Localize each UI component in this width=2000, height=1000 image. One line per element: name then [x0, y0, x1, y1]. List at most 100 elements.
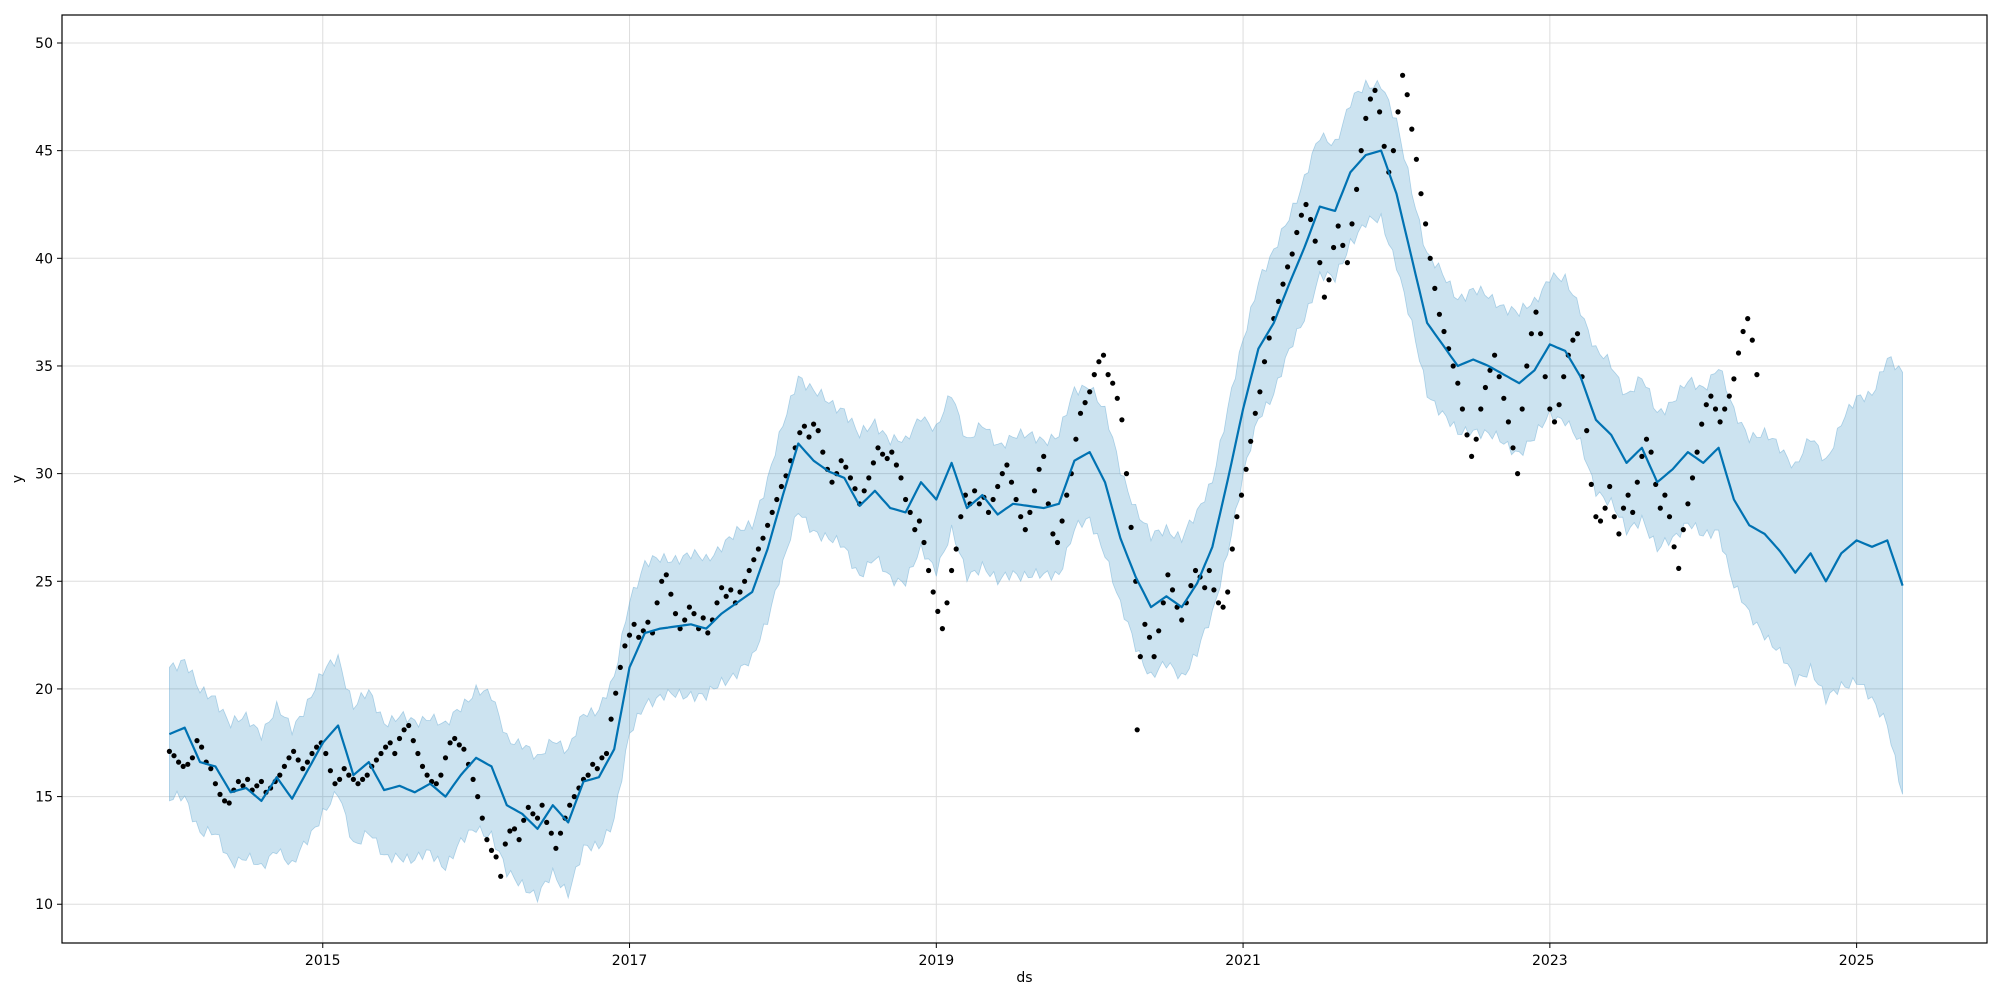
observed-point	[654, 600, 660, 606]
observed-point	[737, 589, 743, 595]
observed-point	[1519, 406, 1525, 412]
observed-point	[1602, 505, 1608, 511]
observed-point	[498, 873, 504, 879]
observed-point	[613, 690, 619, 696]
observed-point	[217, 791, 223, 798]
observed-point	[1510, 445, 1516, 451]
y-tick-label: 20	[35, 682, 53, 698]
observed-point	[1625, 492, 1631, 498]
observed-point	[1478, 406, 1484, 412]
observed-point	[199, 744, 205, 750]
observed-point	[1225, 589, 1231, 595]
observed-point	[396, 735, 403, 742]
observed-point	[1004, 462, 1010, 468]
observed-point	[1018, 514, 1024, 520]
observed-point	[1050, 531, 1056, 537]
observed-point	[769, 509, 775, 515]
observed-point	[245, 776, 251, 783]
observed-point	[452, 735, 458, 742]
observed-point	[1134, 727, 1140, 733]
observed-point	[1045, 501, 1051, 507]
observed-point	[1754, 372, 1760, 378]
observed-point	[222, 798, 228, 804]
observed-point	[926, 567, 932, 574]
observed-point	[1289, 251, 1295, 257]
observed-point	[999, 471, 1005, 477]
observed-point	[258, 778, 264, 785]
observed-point	[194, 738, 200, 744]
observed-point	[1496, 374, 1502, 380]
observed-point	[534, 815, 541, 821]
observed-point	[1616, 531, 1622, 537]
observed-point	[663, 572, 669, 578]
x-axis-ticks: 2015 2017 2019 2021 2023 2025	[305, 943, 1874, 969]
observed-point	[1280, 281, 1286, 287]
y-tick-label: 25	[35, 574, 53, 590]
observed-point	[1091, 372, 1097, 378]
observed-point	[392, 750, 398, 757]
observed-point	[189, 755, 195, 761]
observed-point	[327, 768, 333, 774]
observed-point	[1593, 514, 1599, 520]
observed-point	[1243, 466, 1249, 472]
observed-point	[1340, 242, 1346, 248]
observed-point	[1358, 148, 1364, 154]
observed-point	[916, 518, 923, 524]
observed-point	[1717, 419, 1723, 425]
observed-point	[852, 486, 858, 492]
observed-point	[341, 766, 347, 772]
observed-point	[1188, 583, 1194, 589]
observed-point	[1492, 352, 1498, 358]
plot-area-frame	[61, 14, 1988, 944]
observed-point	[1423, 221, 1429, 227]
observed-point	[212, 781, 218, 787]
observed-point	[1179, 617, 1185, 623]
observed-point	[1574, 331, 1581, 337]
observed-point	[1611, 514, 1617, 520]
observed-point	[1312, 238, 1318, 244]
observed-point	[921, 539, 927, 546]
y-tick-label: 50	[35, 36, 53, 52]
observed-point	[1464, 432, 1470, 438]
observed-point	[1643, 436, 1650, 442]
observed-point	[1229, 546, 1235, 552]
observed-point	[419, 763, 426, 770]
observed-point	[355, 781, 361, 787]
observed-point	[935, 608, 941, 615]
observed-point	[1054, 539, 1061, 546]
observed-point	[1703, 402, 1709, 408]
observed-point	[1708, 393, 1714, 399]
observed-point	[866, 475, 872, 481]
observed-point	[838, 458, 844, 464]
observed-point	[493, 854, 499, 860]
observed-point	[728, 587, 734, 593]
observed-point	[1160, 600, 1166, 606]
observed-point	[410, 738, 416, 744]
x-tick-label: 2023	[1532, 953, 1568, 969]
observed-point	[585, 772, 591, 778]
observed-point	[1220, 604, 1226, 610]
observed-point	[723, 593, 729, 599]
observed-point	[1206, 567, 1212, 574]
observed-point	[314, 744, 320, 750]
observed-point	[1165, 572, 1171, 578]
observed-point	[1487, 367, 1493, 373]
observed-point	[1151, 654, 1157, 660]
observed-point	[714, 600, 720, 606]
observed-point	[820, 449, 826, 455]
observed-point	[461, 746, 467, 752]
observed-point	[511, 826, 518, 832]
observed-point	[226, 800, 232, 806]
observed-point	[843, 464, 849, 470]
observed-point	[691, 611, 697, 617]
observed-point	[1257, 389, 1263, 395]
observed-point	[166, 748, 172, 755]
observed-point	[626, 632, 633, 638]
observed-point	[636, 634, 642, 640]
observed-point	[889, 449, 895, 455]
y-tick-label: 10	[35, 897, 53, 913]
observed-point	[976, 501, 982, 507]
observed-point	[1694, 449, 1700, 455]
observed-point	[939, 626, 946, 632]
